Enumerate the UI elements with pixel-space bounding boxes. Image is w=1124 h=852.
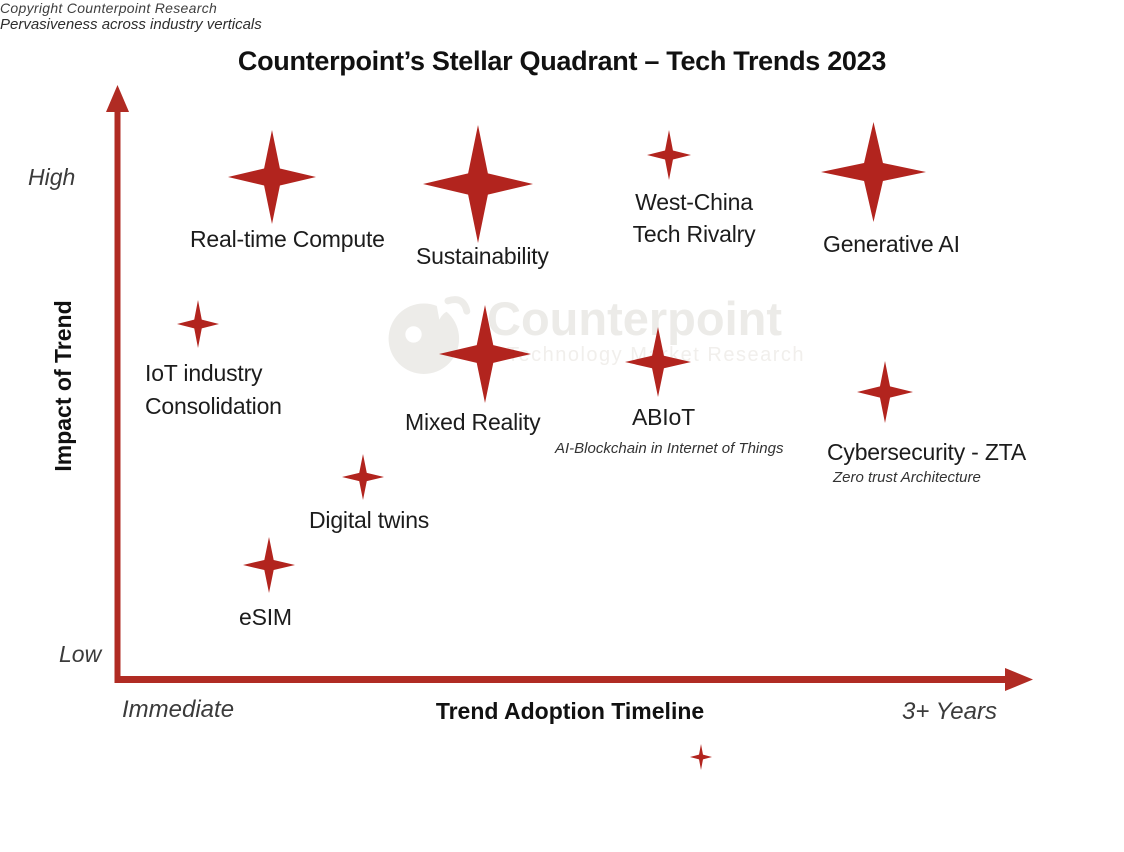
point-label: Mixed Reality xyxy=(405,409,541,435)
y-axis-low-label: Low xyxy=(59,641,102,667)
star-marker-icon xyxy=(342,454,384,500)
copyright-text: Copyright Counterpoint Research xyxy=(0,0,218,16)
point-label: Cybersecurity - ZTA xyxy=(827,439,1026,465)
point-label: Digital twins xyxy=(309,507,430,533)
point-sublabel: Zero trust Architecture xyxy=(833,469,981,486)
x-axis-arrowhead-icon xyxy=(1005,668,1033,691)
page-title: Counterpoint’s Stellar Quadrant – Tech T… xyxy=(237,46,887,76)
star-marker-icon xyxy=(647,130,691,180)
point-label: Sustainability xyxy=(416,243,549,269)
legend-label: Pervasiveness across industry verticals xyxy=(0,16,262,33)
point-label: Real-time Compute xyxy=(190,226,385,252)
legend-star-icon xyxy=(690,744,712,770)
star-marker-icon xyxy=(423,125,533,243)
point-sublabel: AI-Blockchain in Internet of Things xyxy=(555,440,784,457)
y-axis-high-label: High xyxy=(28,164,76,190)
star-marker-icon xyxy=(177,300,219,348)
star-marker-icon xyxy=(228,130,316,224)
star-marker-icon xyxy=(625,327,691,397)
star-marker-icon xyxy=(820,122,926,222)
point-label: IoT industry xyxy=(145,360,263,386)
star-marker-icon xyxy=(243,537,295,593)
x-axis-min-label: Immediate xyxy=(122,696,235,723)
point-label: West-China xyxy=(635,189,753,215)
point-label-line2: Tech Rivalry xyxy=(632,221,756,247)
point-label: Generative AI xyxy=(823,231,960,257)
star-marker-icon xyxy=(439,305,531,403)
point-label-line2: Consolidation xyxy=(145,393,282,419)
point-label: ABIoT xyxy=(632,404,695,430)
x-axis-title: Trend Adoption Timeline xyxy=(435,698,705,724)
point-label: eSIM xyxy=(239,604,292,630)
star-marker-icon xyxy=(857,361,913,423)
x-axis-max-label: 3+ Years xyxy=(902,698,997,725)
y-axis-title: Impact of Trend xyxy=(50,300,76,472)
y-axis-arrowhead-icon xyxy=(106,85,129,112)
